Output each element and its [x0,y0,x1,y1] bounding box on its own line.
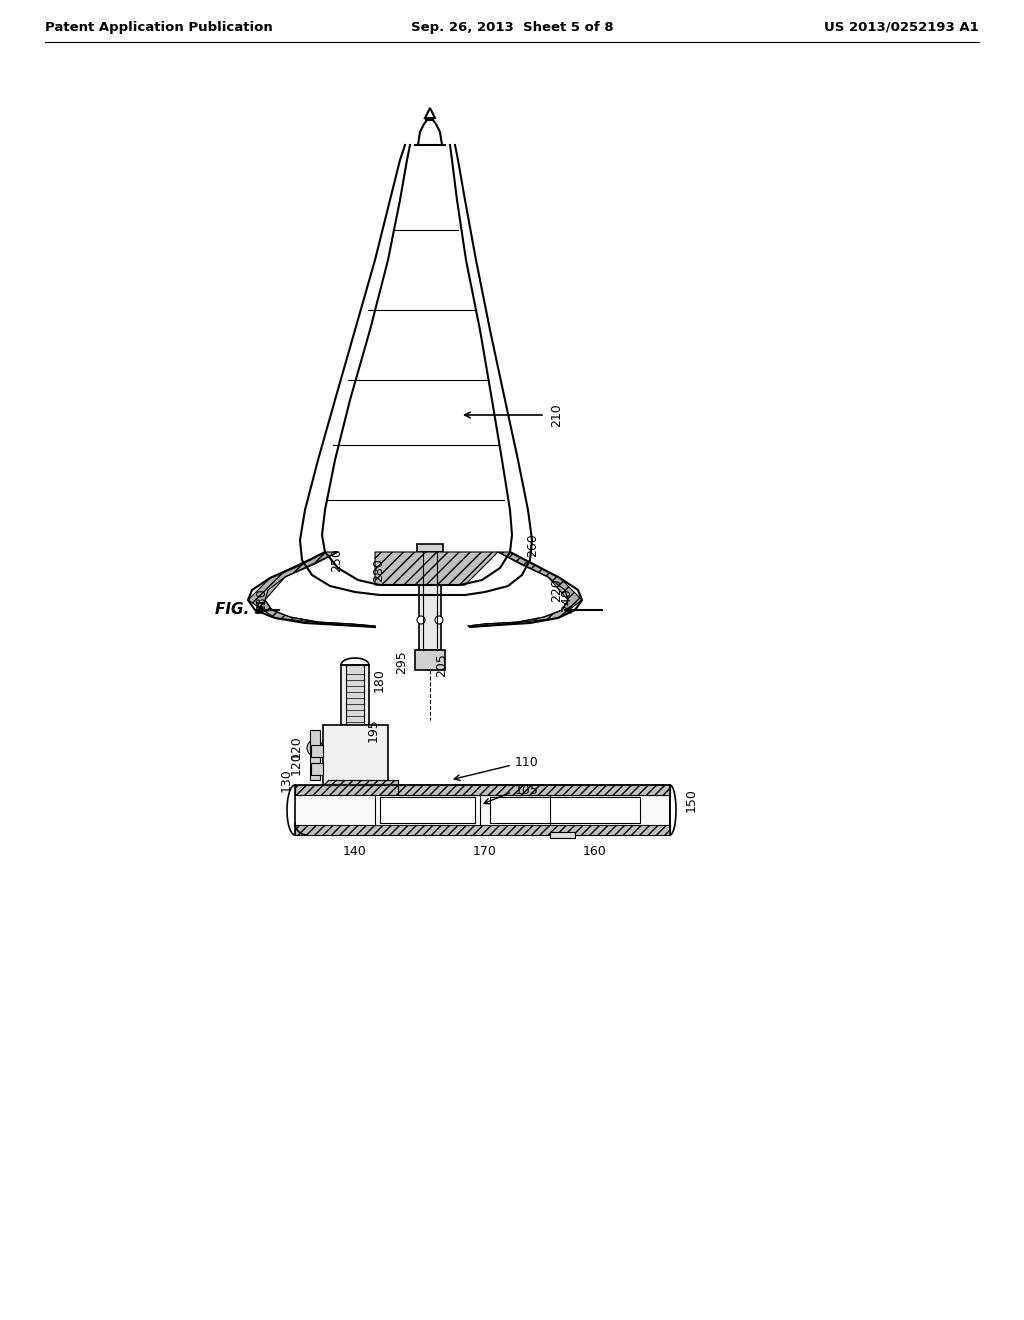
Bar [323,725,388,785]
Text: 150: 150 [685,788,698,812]
Bar [415,649,445,671]
Text: 280: 280 [372,558,385,582]
Bar [295,825,670,836]
Text: 180: 180 [373,668,386,692]
Text: Sep. 26, 2013  Sheet 5 of 8: Sep. 26, 2013 Sheet 5 of 8 [411,21,613,33]
Text: 140: 140 [343,845,367,858]
Text: 120: 120 [290,735,303,759]
Text: 160: 160 [583,845,607,858]
Bar [311,763,323,775]
Polygon shape [248,552,375,627]
Bar [550,832,575,838]
Text: 260: 260 [526,533,539,557]
Bar [419,552,441,649]
Bar [295,785,670,795]
Text: 240: 240 [560,589,573,612]
Text: 295: 295 [395,651,408,675]
Text: 220: 220 [550,578,563,602]
Text: 230: 230 [255,589,268,612]
Text: 205: 205 [435,653,449,677]
Text: 110: 110 [515,755,539,768]
Bar [311,744,323,756]
Text: 195: 195 [367,718,380,742]
Text: 170: 170 [473,845,497,858]
Text: 105: 105 [515,784,539,796]
Bar [310,730,319,780]
Text: FIG. 5: FIG. 5 [215,602,265,618]
Bar [295,785,670,836]
Circle shape [417,616,425,624]
Text: 250: 250 [330,548,343,572]
Circle shape [307,741,323,756]
Polygon shape [468,552,582,627]
Text: 120: 120 [290,751,303,775]
Bar [341,665,369,725]
Circle shape [435,616,443,624]
Polygon shape [323,780,670,795]
Bar [346,665,364,725]
Bar [380,797,475,822]
Text: 210: 210 [550,403,563,426]
Bar [490,797,640,822]
Text: 130: 130 [280,768,293,792]
Bar [417,544,443,552]
Text: Patent Application Publication: Patent Application Publication [45,21,272,33]
Polygon shape [375,552,498,585]
Text: US 2013/0252193 A1: US 2013/0252193 A1 [824,21,979,33]
